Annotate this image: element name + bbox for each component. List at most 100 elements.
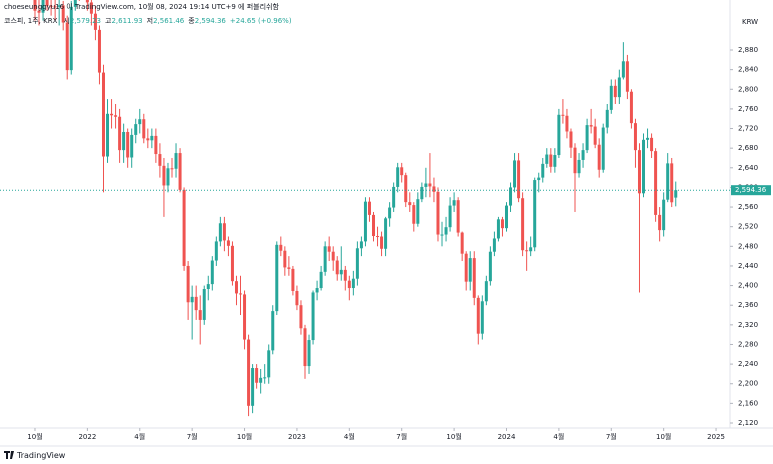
candle-body	[436, 191, 440, 235]
candle-body	[585, 125, 589, 151]
candle-body	[408, 202, 412, 206]
change: +24.65 (+0.96%)	[230, 17, 292, 25]
x-tick-label: 10월	[237, 432, 252, 441]
candle-body	[37, 10, 41, 13]
candle-body	[424, 183, 428, 187]
ohlc-name: 시	[63, 17, 69, 25]
ohlc-value: 2,579.23	[70, 17, 101, 25]
candle-body	[331, 251, 335, 261]
ohlc-name: 저	[147, 16, 153, 25]
candle-body	[222, 223, 226, 241]
candle-body	[629, 91, 633, 124]
candle-body	[581, 150, 585, 160]
candle-body	[323, 246, 327, 272]
y-tick-label: 2,280	[738, 340, 758, 348]
candle-body	[275, 244, 279, 312]
candle-body	[295, 290, 299, 306]
candle-body	[565, 115, 569, 132]
candle-body	[601, 127, 605, 170]
x-tick-label: 10월	[446, 432, 461, 441]
x-tick-label: 4월	[344, 432, 355, 441]
candle-body	[142, 119, 146, 139]
candle-body	[513, 160, 517, 188]
candle-body	[420, 186, 424, 200]
x-tick-label: 7월	[396, 432, 407, 441]
candle-body	[488, 251, 492, 282]
y-tick-label: 2,720	[738, 125, 758, 133]
candle-body	[118, 116, 122, 151]
candle-body	[561, 114, 565, 116]
ohlc-name: 종	[188, 17, 195, 25]
candle-body	[114, 115, 118, 117]
candle-body	[621, 61, 625, 78]
candle-body	[126, 131, 130, 158]
candle-body	[577, 159, 581, 174]
x-tick-label: 10월	[27, 432, 42, 441]
candle-body	[537, 177, 541, 181]
y-tick-label: 2,360	[738, 301, 758, 309]
candle-body	[343, 269, 347, 281]
y-tick-label: 2,200	[738, 380, 758, 388]
candle-body	[380, 236, 384, 249]
candle-body	[589, 125, 593, 127]
candle-body	[315, 288, 319, 293]
candle-body	[444, 227, 448, 235]
candle-body	[93, 13, 97, 30]
candle-body	[303, 328, 307, 367]
candle-body	[674, 190, 678, 198]
candle-body	[190, 296, 194, 303]
candle-body	[549, 154, 553, 167]
candle-body	[259, 377, 263, 383]
candle-body	[73, 0, 77, 7]
candle-body	[646, 137, 650, 140]
x-tick-label: 10월	[656, 432, 671, 441]
y-tick-label: 2,680	[738, 144, 758, 152]
candle-body	[122, 131, 126, 151]
candle-body	[384, 218, 388, 249]
candle-body	[287, 267, 291, 269]
candle-body	[650, 137, 654, 152]
candle-body	[440, 234, 444, 236]
candle-body	[504, 205, 508, 229]
publish-note: choeseunggyu16 이 TradingView.com, 10월 08…	[4, 2, 279, 11]
candle-body	[496, 219, 500, 239]
candle-body	[597, 144, 601, 170]
candle-body	[400, 167, 404, 176]
candle-body	[226, 240, 230, 246]
candle-body	[218, 223, 222, 242]
candle-body	[670, 163, 674, 203]
candle-body	[65, 22, 69, 71]
ohlc-value: 2,561.46	[153, 17, 185, 25]
y-tick-label: 2,320	[738, 321, 758, 329]
candle-body	[243, 294, 247, 340]
candle-body	[214, 241, 218, 261]
candle-body	[234, 281, 238, 294]
brand: TradingView	[16, 451, 66, 460]
x-tick-label: 4월	[553, 432, 564, 441]
candle-body	[49, 5, 53, 7]
ohlc-legend: 코스피, 1주, KRX 시 2,579.23 고 2,611.93 저 2,561.46 종…	[4, 16, 292, 25]
y-tick-label: 2,440	[738, 262, 758, 270]
candle-body	[468, 258, 472, 282]
candle-body	[633, 123, 637, 151]
candle-body	[376, 236, 380, 238]
y-tick-label: 2,240	[738, 360, 758, 368]
candle-body	[456, 200, 460, 233]
candle-body	[412, 205, 416, 224]
candle-body	[500, 219, 504, 229]
candle-body	[593, 126, 597, 145]
ohlc-name: 고	[105, 17, 112, 25]
candle-body	[480, 301, 484, 334]
candle-body	[283, 250, 287, 268]
candle-body	[666, 163, 670, 200]
candle-body	[239, 293, 243, 295]
candle-body	[541, 163, 545, 178]
candle-body	[279, 244, 283, 251]
candle-body	[230, 245, 234, 282]
symbol: 코스피, 1주, KRX	[4, 16, 58, 25]
candle-body	[89, 2, 93, 14]
y-tick-label: 2,840	[738, 66, 758, 74]
y-tick-label: 2,760	[738, 105, 758, 113]
candle-body	[347, 280, 351, 289]
